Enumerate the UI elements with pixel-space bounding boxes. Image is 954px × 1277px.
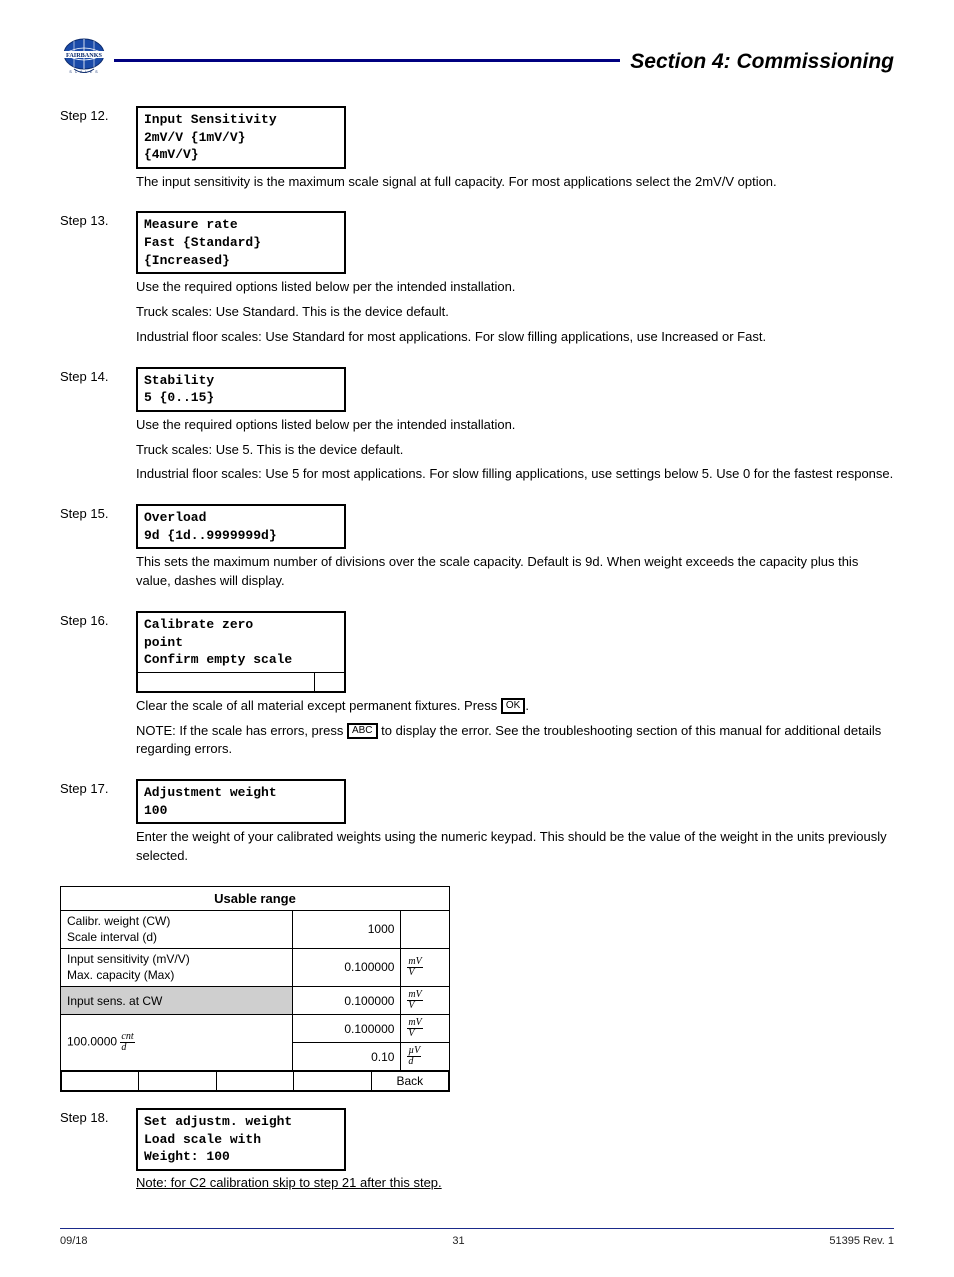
softkey-back[interactable]: Back [371, 1072, 448, 1091]
calc-value: 0.100000 [293, 987, 401, 1015]
calc-label: 100.0000 cntd [61, 1015, 293, 1071]
lcd-input-sensitivity: Input Sensitivity 2mV/V {1mV/V} {4mV/V} [136, 106, 346, 169]
step-label: Step 13. [60, 211, 136, 228]
lcd-line: Calibrate zero [144, 616, 338, 634]
step-17: Step 17. Adjustment weight 100 Enter the… [60, 779, 894, 872]
footer-page: 31 [452, 1235, 464, 1247]
step-14: Step 14. Stability 5 {0..15} Use the req… [60, 367, 894, 491]
calc-unit: mVV [401, 987, 450, 1015]
lcd-line: {4mV/V} [144, 146, 338, 164]
calc-label: Input sens. at CW [61, 987, 293, 1015]
lcd-line: Input Sensitivity [144, 111, 338, 129]
step-underlined-note: Note: for C2 calibration skip to step 21… [136, 1175, 894, 1190]
softkey[interactable] [294, 1072, 371, 1091]
lcd-set-adjustment-weight: Set adjustm. weight Load scale with Weig… [136, 1108, 346, 1171]
step-12: Step 12. Input Sensitivity 2mV/V {1mV/V}… [60, 106, 894, 197]
step-label: Step 16. [60, 611, 136, 628]
calc-unit: mVV [401, 949, 450, 987]
calc-unit: µVd [401, 1043, 450, 1071]
lcd-line: Measure rate [144, 216, 338, 234]
desc-part: Clear the scale of all material except p… [136, 698, 497, 713]
header-rule [114, 59, 620, 62]
lcd-line: Confirm empty scale [144, 651, 338, 669]
step-label: Step 17. [60, 779, 136, 796]
fairbanks-logo: FAIRBANKS S C A L E S [60, 36, 108, 76]
lcd-line: Set adjustm. weight [144, 1113, 338, 1131]
lcd-bottom-right [314, 673, 344, 691]
footer-left: 09/18 [60, 1235, 88, 1247]
softkey[interactable] [62, 1072, 139, 1091]
footer-rule [60, 1228, 894, 1229]
desc-text: Use the required options listed below pe… [136, 278, 894, 297]
desc-text: Clear the scale of all material except p… [136, 697, 894, 716]
calc-label: Calibr. weight (CW) Scale interval (d) [61, 911, 293, 949]
usable-range-table: Usable range Calibr. weight (CW) Scale i… [60, 886, 450, 1092]
lcd-line: Load scale with [144, 1131, 338, 1149]
step-desc: The input sensitivity is the maximum sca… [136, 173, 894, 192]
calc-unit: mVV [401, 1015, 450, 1043]
step-label: Step 12. [60, 106, 136, 123]
lcd-line: 5 {0..15} [144, 389, 338, 407]
svg-text:FAIRBANKS: FAIRBANKS [66, 52, 103, 59]
calc-value: 1000 [293, 911, 401, 949]
step-13: Step 13. Measure rate Fast {Standard} {I… [60, 211, 894, 352]
lcd-line: Overload [144, 509, 338, 527]
lcd-line: 9d {1d..9999999d} [144, 527, 338, 545]
desc-text: Use the required options listed below pe… [136, 416, 894, 435]
desc-text: Truck scales: Use Standard. This is the … [136, 303, 894, 322]
step-desc: Use the required options listed below pe… [136, 416, 894, 485]
step-16: Step 16. Calibrate zero point Confirm em… [60, 611, 894, 765]
step-18: Step 18. Set adjustm. weight Load scale … [60, 1108, 894, 1200]
lcd-calibrate-zero: Calibrate zero point Confirm empty scale [136, 611, 346, 693]
ok-key-icon: OK [501, 698, 525, 714]
lcd-line: point [144, 634, 338, 652]
desc-note: NOTE: If the scale has errors, press ABC… [136, 722, 894, 760]
desc-text: Truck scales: Use 5. This is the device … [136, 441, 894, 460]
step-label: Step 14. [60, 367, 136, 384]
softkey[interactable] [139, 1072, 216, 1091]
table-title: Usable range [61, 887, 450, 911]
step-desc: Enter the weight of your calibrated weig… [136, 828, 894, 866]
step-desc: Clear the scale of all material except p… [136, 697, 894, 760]
step-label: Step 18. [60, 1108, 136, 1125]
calc-unit [401, 911, 450, 949]
step-15: Step 15. Overload 9d {1d..9999999d} This… [60, 504, 894, 597]
calc-softkey-row: Back [61, 1071, 450, 1092]
step-desc: This sets the maximum number of division… [136, 553, 894, 591]
desc-text: Enter the weight of your calibrated weig… [136, 828, 894, 866]
calc-value: 0.100000 [293, 949, 401, 987]
lcd-bottom-left [138, 673, 314, 691]
step-desc: Use the required options listed below pe… [136, 278, 894, 347]
usable-range-panel: Usable range Calibr. weight (CW) Scale i… [60, 886, 894, 1092]
desc-text: Industrial floor scales: Use Standard fo… [136, 328, 894, 347]
lcd-stability: Stability 5 {0..15} [136, 367, 346, 412]
desc-text: Industrial floor scales: Use 5 for most … [136, 465, 894, 484]
calc-value: 0.10 [293, 1043, 401, 1071]
lcd-line: Stability [144, 372, 338, 390]
lcd-line: Weight: 100 [144, 1148, 338, 1166]
page-footer: 09/18 31 51395 Rev. 1 [60, 1235, 894, 1247]
calc-value: 0.100000 [293, 1015, 401, 1043]
lcd-line: 2mV/V {1mV/V} [144, 129, 338, 147]
lcd-adjustment-weight: Adjustment weight 100 [136, 779, 346, 824]
calc-label: Input sensitivity (mV/V) Max. capacity (… [61, 949, 293, 987]
desc-text: This sets the maximum number of division… [136, 553, 894, 591]
lcd-measure-rate: Measure rate Fast {Standard} {Increased} [136, 211, 346, 274]
step-label: Step 15. [60, 504, 136, 521]
lcd-overload: Overload 9d {1d..9999999d} [136, 504, 346, 549]
lcd-line: Adjustment weight [144, 784, 338, 802]
lcd-line: Fast {Standard} [144, 234, 338, 252]
page-header: FAIRBANKS S C A L E S Section 4: Commiss… [60, 36, 894, 76]
footer-right: 51395 Rev. 1 [829, 1235, 894, 1247]
section-title: Section 4: Commissioning [630, 50, 894, 74]
svg-text:S C A L E S: S C A L E S [69, 70, 98, 74]
softkey[interactable] [216, 1072, 293, 1091]
abc-key-icon: ABC [347, 723, 378, 739]
desc-text: The input sensitivity is the maximum sca… [136, 173, 894, 192]
lcd-line: 100 [144, 802, 338, 820]
lcd-line: {Increased} [144, 252, 338, 270]
